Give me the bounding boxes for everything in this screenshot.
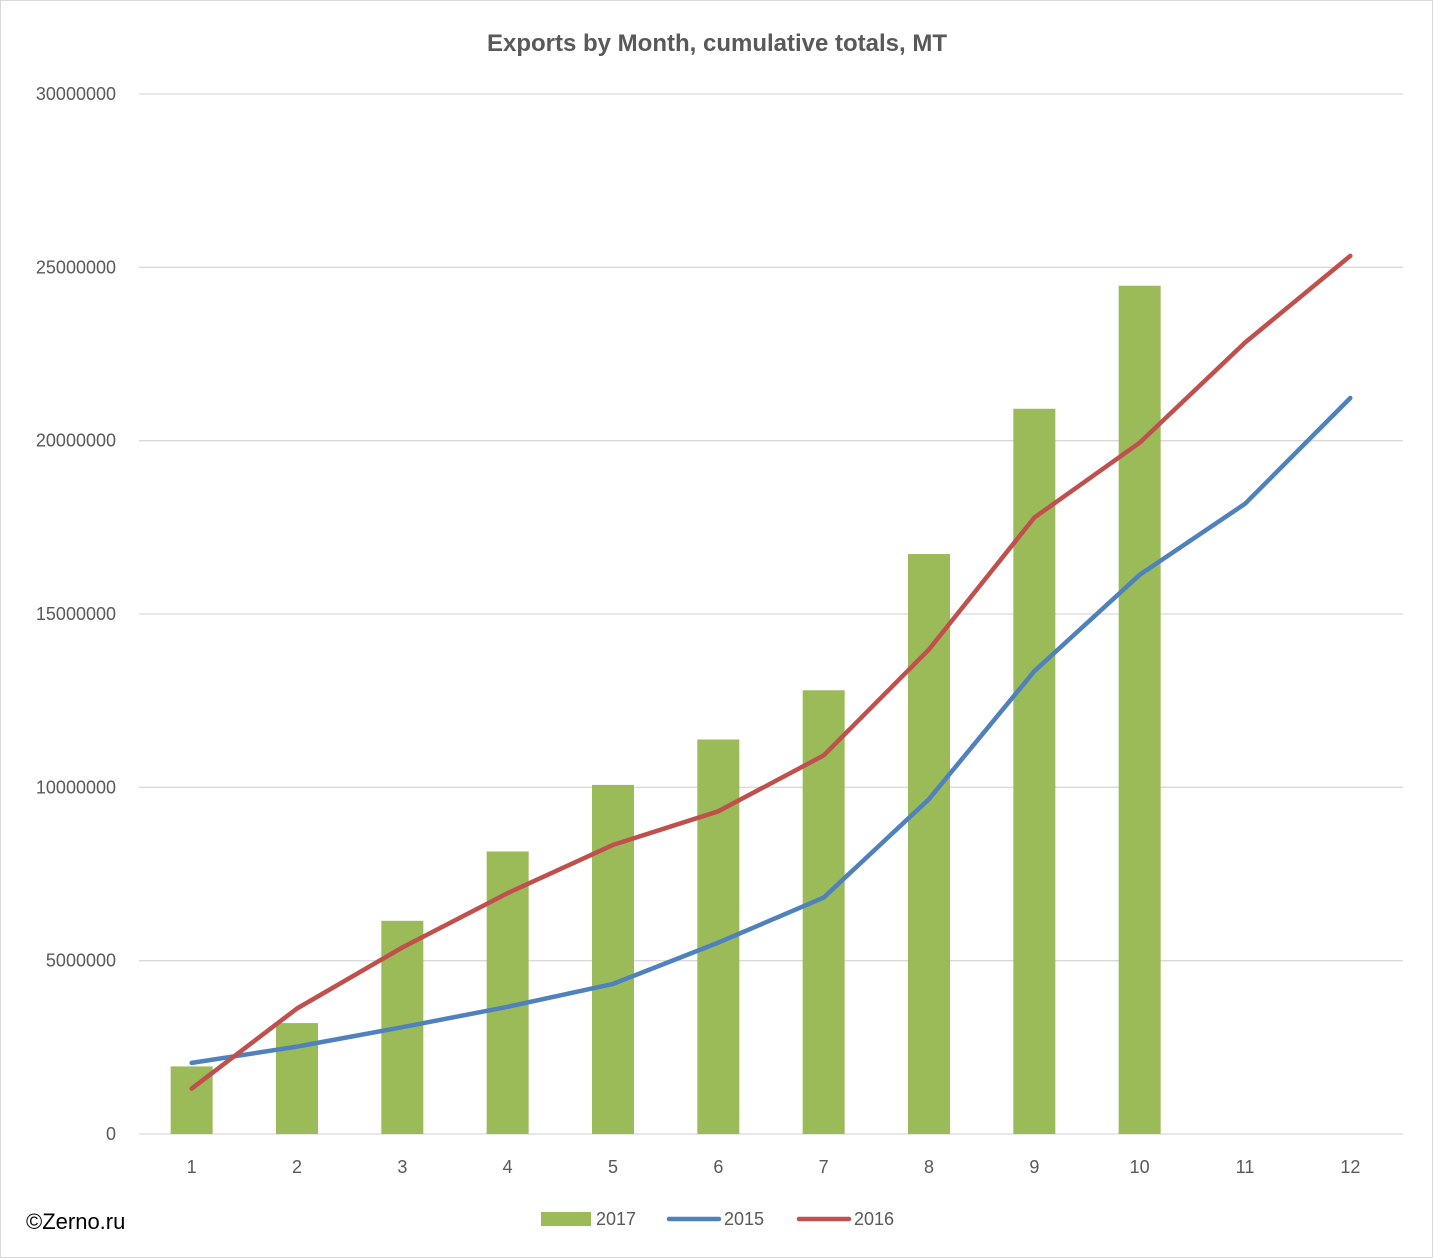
bar-2017-10 bbox=[1118, 285, 1161, 1134]
line-series-layer bbox=[189, 253, 1353, 1091]
legend-swatch-2017 bbox=[541, 1212, 591, 1226]
x-tick-label: 10 bbox=[1130, 1157, 1150, 1177]
x-tick-label: 9 bbox=[1029, 1157, 1039, 1177]
x-axis-ticks: 1 2 3 4 5 6 7 8 9 10 11 12 bbox=[187, 1157, 1361, 1177]
bar-series-layer bbox=[170, 285, 1161, 1135]
legend-label-2017: 2017 bbox=[596, 1209, 636, 1229]
x-tick-label: 12 bbox=[1340, 1157, 1360, 1177]
legend: 2017 2015 2016 bbox=[541, 1209, 894, 1229]
x-tick-label: 6 bbox=[713, 1157, 723, 1177]
bar-2017-5 bbox=[592, 784, 634, 1134]
y-tick-label: 0 bbox=[106, 1124, 116, 1144]
x-tick-label: 2 bbox=[292, 1157, 302, 1177]
y-tick-label: 10000000 bbox=[36, 777, 116, 797]
y-tick-label: 20000000 bbox=[36, 431, 116, 451]
bar-2017-2 bbox=[276, 1023, 318, 1134]
watermark-text: ©Zerno.ru bbox=[26, 1209, 125, 1234]
bar-2017-9 bbox=[1013, 408, 1056, 1135]
grid-layer bbox=[139, 93, 1403, 1135]
x-tick-label: 8 bbox=[924, 1157, 934, 1177]
legend-label-2015: 2015 bbox=[724, 1209, 764, 1229]
x-tick-label: 5 bbox=[608, 1157, 618, 1177]
line-series-2015 bbox=[189, 395, 1353, 1066]
x-tick-label: 11 bbox=[1236, 1157, 1255, 1177]
line-series-2016 bbox=[189, 253, 1353, 1091]
y-tick-label: 30000000 bbox=[36, 84, 116, 104]
y-tick-label: 25000000 bbox=[36, 257, 116, 277]
x-tick-label: 1 bbox=[187, 1157, 197, 1177]
y-tick-label: 15000000 bbox=[36, 604, 116, 624]
y-tick-label: 5000000 bbox=[46, 951, 116, 971]
x-tick-label: 3 bbox=[397, 1157, 407, 1177]
y-axis-ticks: 0 5000000 10000000 15000000 20000000 25000000… bbox=[36, 84, 116, 1144]
legend-label-2016: 2016 bbox=[854, 1209, 894, 1229]
x-tick-label: 4 bbox=[503, 1157, 513, 1177]
x-tick-label: 7 bbox=[819, 1157, 829, 1177]
chart-title: Exports by Month, cumulative totals, MT bbox=[487, 30, 947, 57]
bar-2017-8 bbox=[908, 554, 950, 1134]
